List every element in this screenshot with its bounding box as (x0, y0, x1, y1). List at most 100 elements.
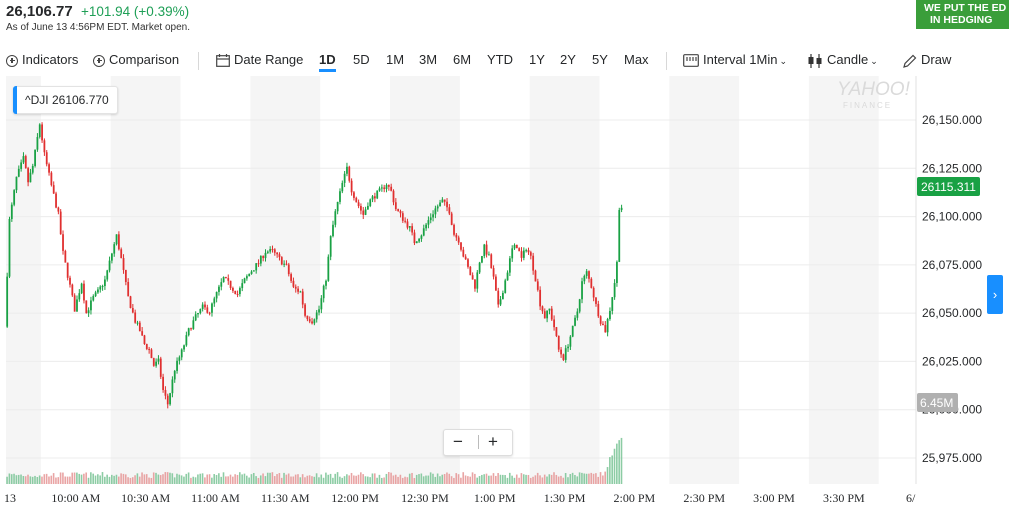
volume-bar (73, 472, 76, 484)
candle-body (448, 207, 451, 214)
volume-bar (20, 474, 22, 484)
volume-bar (429, 472, 432, 484)
draw-button[interactable]: Draw (903, 52, 951, 68)
comparison-button[interactable]: Comparison (93, 52, 179, 67)
range-3m[interactable]: 3M (419, 52, 438, 67)
volume-bar (243, 473, 246, 484)
volume-bar (122, 473, 125, 484)
xtick-label: 11:00 AM (191, 491, 240, 505)
volume-bar (529, 477, 532, 484)
volume-bar (606, 467, 609, 484)
candle-body (136, 322, 139, 324)
volume-bar (418, 474, 420, 484)
range-2y[interactable]: 2Y (560, 52, 576, 67)
chart-type-dropdown[interactable]: Candle ⌄ (807, 52, 878, 68)
advertisement-banner[interactable]: WE PUT THE ED IN HEDGING (916, 0, 1009, 29)
volume-bar (574, 474, 576, 484)
comparison-label: Comparison (109, 52, 180, 67)
volume-bar (397, 476, 399, 484)
volume-bar (229, 474, 232, 484)
volume-bar (276, 474, 278, 484)
xtick-label: 13 (4, 491, 16, 505)
volume-bar (15, 475, 18, 484)
range-1y[interactable]: 1Y (529, 52, 545, 67)
volume-bar (383, 477, 385, 484)
volume-bar (78, 473, 81, 484)
volume-bar (362, 474, 364, 484)
volume-bar (504, 475, 506, 484)
volume-bar (553, 472, 555, 484)
volume-bar (318, 477, 320, 484)
volume-bar (371, 473, 374, 484)
volume-bar (124, 474, 127, 484)
volume-bar (259, 475, 262, 484)
candle-body (525, 250, 528, 252)
volume-bar (201, 473, 204, 484)
candle-body (208, 312, 211, 314)
candlestick-icon (808, 53, 822, 68)
volume-bar (571, 472, 574, 484)
range-1m[interactable]: 1M (386, 52, 405, 67)
volume-bar (285, 474, 288, 484)
volume-bar (515, 474, 518, 484)
range-6m[interactable]: 6M (453, 52, 472, 67)
volume-bar (108, 476, 111, 484)
volume-bar (169, 472, 171, 484)
volume-bar (385, 473, 388, 484)
range-5y[interactable]: 5Y (592, 52, 608, 67)
candle-body (80, 283, 83, 294)
zoom-out-button[interactable]: − (453, 432, 463, 451)
candle-body (441, 199, 444, 203)
volume-bar (55, 477, 57, 484)
volume-bar (136, 473, 139, 484)
volume-bar (29, 476, 32, 484)
volume-bar (360, 472, 362, 484)
indicators-button[interactable]: Indicators (6, 52, 78, 67)
volume-bar (297, 474, 299, 484)
volume-bar (469, 476, 472, 484)
price-chart[interactable]: 26,150.000 26,125.000 26,100.000 26,075.000… (0, 76, 1009, 517)
volume-bar (408, 473, 411, 484)
volume-bar (90, 472, 92, 484)
symbol-badge[interactable]: ^DJI 26106.770 (13, 86, 118, 114)
volume-bar (71, 472, 74, 484)
volume-bar (453, 477, 455, 484)
candle-body (187, 328, 190, 336)
candle-body (41, 124, 43, 141)
candle-body (66, 262, 69, 278)
volume-bar (546, 476, 548, 484)
range-5d[interactable]: 5D (353, 52, 370, 67)
volume-bar (602, 475, 604, 484)
volume-bar (173, 477, 176, 484)
zoom-in-button[interactable]: + (488, 432, 498, 451)
range-1d[interactable]: 1D (319, 52, 336, 72)
candle-body (197, 313, 199, 315)
date-range-button[interactable]: Date Range (216, 52, 303, 67)
candle-body (350, 180, 353, 193)
candle-body (443, 199, 446, 202)
time-band (808, 76, 879, 484)
candle-body (78, 293, 81, 300)
range-ytd[interactable]: YTD (487, 52, 513, 67)
candle-body (325, 280, 327, 286)
candle-body (141, 331, 144, 336)
candle-body (71, 284, 74, 296)
interval-dropdown[interactable]: Interval 1Min ⌄ (683, 52, 787, 67)
expand-panel-button[interactable]: › (987, 275, 1003, 314)
volume-bar (422, 476, 425, 484)
candle-body (115, 234, 118, 245)
candle-body (62, 234, 64, 251)
volume-bar (525, 474, 527, 484)
volume-bar (406, 477, 409, 484)
candle-body (534, 270, 537, 282)
candle-body (283, 263, 286, 265)
plus-circle-icon (93, 54, 105, 67)
candle-body (287, 264, 290, 275)
volume-bar (562, 477, 565, 484)
candle-body (50, 172, 53, 186)
candle-body (138, 322, 141, 332)
range-max[interactable]: Max (624, 52, 649, 67)
volume-bar (257, 477, 260, 484)
volume-bar (488, 475, 490, 484)
candle-body (553, 319, 555, 328)
